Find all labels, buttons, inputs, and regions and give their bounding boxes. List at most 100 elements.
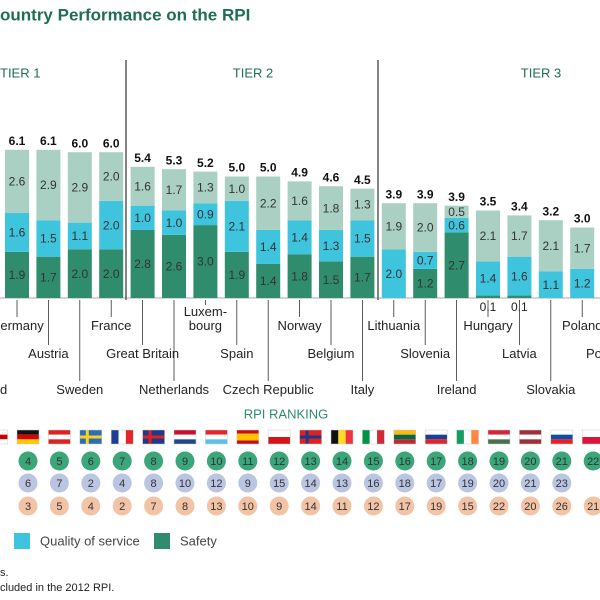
- category-label: Norway: [277, 318, 322, 333]
- total-label: 4.6: [323, 170, 340, 184]
- ranking-circle: [81, 496, 101, 516]
- segment-label: 1.4: [260, 240, 277, 254]
- ranking-value: 15: [273, 478, 285, 490]
- flag: [268, 437, 291, 444]
- bar-segment: [36, 220, 61, 257]
- ranking-circle: [269, 451, 289, 471]
- total-label: 4.9: [291, 166, 308, 180]
- ranking-circle: [332, 496, 352, 516]
- flag: [362, 430, 370, 444]
- bar-segment: [36, 149, 61, 221]
- bar-segment: [319, 229, 343, 262]
- category-label: Italy: [350, 382, 375, 397]
- segment-label: 1.4: [291, 230, 308, 244]
- ranking-circle: [520, 473, 540, 493]
- flag: [0, 439, 8, 444]
- segment-label: 1.2: [417, 277, 434, 291]
- ranking-value: 14: [304, 478, 316, 490]
- segment-label: 2.1: [480, 229, 497, 243]
- ranking-circle: [395, 496, 415, 516]
- segment-label: 1.7: [511, 229, 528, 243]
- flag: [488, 434, 510, 440]
- bar-segment: [193, 225, 218, 298]
- ranking-value: 7: [56, 478, 62, 490]
- flag: [142, 435, 165, 439]
- segment-label: 2.1: [542, 239, 559, 253]
- legend-swatch: [14, 533, 30, 549]
- bar-segment: [287, 220, 312, 255]
- ranking-circle: [301, 473, 321, 493]
- flag: [118, 430, 126, 444]
- bar-segment: [67, 222, 92, 250]
- segment-label: 1.3: [354, 198, 371, 212]
- total-label: 5.3: [166, 153, 183, 167]
- ranking-value: 13: [210, 501, 222, 513]
- segment-label: 2.0: [417, 221, 434, 235]
- ranking-value: 17: [430, 478, 442, 490]
- flag: [79, 435, 102, 439]
- ranking-value: 22: [493, 501, 505, 513]
- ranking-value: 21: [524, 478, 536, 490]
- ranking-circle: [458, 496, 478, 516]
- bar-segment: [476, 295, 500, 298]
- ranking-value: 15: [367, 456, 379, 468]
- ranking-value: 19: [461, 478, 473, 490]
- flag: [488, 430, 510, 435]
- total-label: 6.1: [40, 134, 57, 148]
- bar-segment: [507, 215, 532, 257]
- ranking-value: 10: [242, 501, 254, 513]
- bar-segment: [413, 203, 438, 252]
- bar-segment: [99, 152, 124, 201]
- segment-label: 3.0: [197, 255, 214, 269]
- legend-swatch: [154, 533, 170, 549]
- flag: [268, 430, 291, 437]
- title: ountry Performance on the RPI: [0, 5, 250, 24]
- flag-border: [393, 429, 417, 445]
- flag-border: [456, 429, 479, 445]
- total-label: 5.2: [197, 156, 214, 170]
- ranking-value: 14: [336, 456, 348, 468]
- ranking-value: 9: [245, 478, 251, 490]
- ranking-value: 17: [430, 456, 442, 468]
- flag-border: [330, 429, 354, 445]
- bar-segment: [350, 220, 375, 257]
- ranking-value: 5: [56, 501, 62, 513]
- bar-segment: [444, 205, 469, 218]
- ranking-value: 20: [493, 478, 505, 490]
- bar-segment: [476, 261, 500, 296]
- total-label: 5.0: [228, 161, 245, 175]
- bar-segment: [224, 200, 249, 252]
- flag: [236, 433, 259, 437]
- ranking-value: 12: [273, 456, 285, 468]
- flag-border: [0, 429, 8, 445]
- ranking-value: 7: [119, 456, 125, 468]
- ranking-value: 19: [493, 456, 505, 468]
- total-label: 3.5: [480, 195, 497, 209]
- flag-border: [487, 429, 511, 445]
- flag: [393, 430, 416, 435]
- total-label: 3.0: [574, 212, 591, 226]
- ranking-value: 2: [88, 478, 94, 490]
- flag-border: [581, 429, 600, 445]
- flag-border: [79, 429, 103, 445]
- flag: [550, 434, 573, 440]
- ranking-circle: [175, 496, 195, 516]
- segment-label: 1.5: [354, 232, 371, 246]
- ranking-value: 16: [367, 478, 379, 490]
- ranking-value: 20: [524, 501, 536, 513]
- ranking-value: 7: [151, 501, 157, 513]
- bar-segment: [162, 169, 186, 211]
- bar-segment: [162, 210, 186, 235]
- flag: [377, 430, 385, 444]
- ranking-circle: [301, 496, 321, 516]
- category-label: Spain: [220, 346, 254, 361]
- bar-segment: [413, 251, 438, 269]
- bar-segment: [256, 229, 281, 264]
- category-label: d: [0, 382, 8, 397]
- ranking-circle: [552, 473, 572, 493]
- flag: [0, 430, 8, 435]
- ranking-circle: [81, 473, 101, 493]
- flag: [17, 434, 39, 440]
- flag: [488, 439, 510, 444]
